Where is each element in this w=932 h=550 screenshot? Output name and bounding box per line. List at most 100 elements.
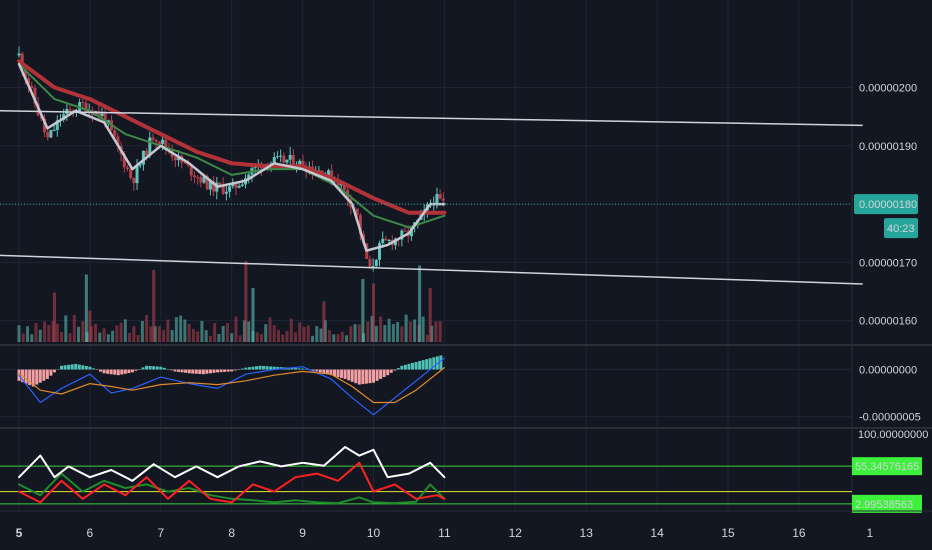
macd-histogram-bar: [212, 369, 216, 373]
macd-histogram-bar: [116, 369, 120, 376]
candle-body: [291, 154, 295, 168]
volume-bar: [94, 323, 98, 342]
macd-histogram-bar: [162, 367, 166, 370]
macd-histogram-bar: [400, 365, 404, 370]
macd-histogram-bar: [56, 369, 60, 370]
macd-histogram-bar: [301, 368, 305, 370]
macd-histogram-bar: [155, 366, 159, 370]
macd-histogram-bar: [194, 369, 198, 374]
date-tick-label: 14: [650, 526, 664, 540]
macd-histogram-bar: [354, 369, 358, 384]
macd-histogram-bar: [325, 369, 329, 375]
volume-bar: [60, 332, 64, 342]
macd-histogram-bar: [173, 369, 177, 372]
ma-fast-line: [17, 62, 446, 252]
candle-body: [224, 191, 228, 194]
oscillator-green-line: [18, 472, 446, 505]
macd-histogram-bar: [84, 366, 88, 370]
macd-histogram-bar: [428, 358, 432, 370]
grid-lines: [0, 0, 932, 510]
macd-histogram-bar: [49, 369, 53, 376]
candle-body: [27, 78, 31, 86]
volume-bar: [234, 316, 238, 342]
volume-bar: [404, 314, 408, 342]
candle-body: [355, 208, 359, 215]
oscillator-pane[interactable]: [0, 446, 852, 505]
candle-body: [148, 137, 152, 156]
candle-body: [49, 130, 53, 138]
macd-histogram-bar: [201, 369, 205, 375]
volume-bar: [281, 334, 285, 342]
date-tick-label: 11: [438, 526, 451, 540]
volume-bar: [391, 324, 395, 342]
candle-body: [132, 178, 136, 184]
volume-bar: [26, 326, 30, 342]
macd-histogram-bar: [403, 364, 407, 370]
date-tick-label: 6: [87, 526, 94, 540]
candle-body: [403, 230, 407, 232]
candle-body: [68, 109, 72, 111]
volume-bar: [81, 321, 85, 342]
date-tick-label: 15: [721, 526, 735, 540]
volume-bar: [285, 330, 289, 342]
trendline[interactable]: [0, 254, 863, 285]
volume-bar: [17, 325, 21, 342]
macd-histogram-bar: [63, 365, 67, 370]
macd-histogram-bar: [113, 369, 117, 375]
macd-histogram-bar: [74, 363, 78, 370]
candle-body: [113, 130, 117, 137]
macd-histogram-bar: [152, 366, 156, 370]
macd-histogram-bar: [439, 355, 443, 370]
volume-bar: [213, 323, 217, 342]
price-pane[interactable]: [0, 46, 863, 342]
volume-bar: [434, 321, 438, 342]
volume-bar: [238, 335, 242, 342]
volume-bar: [264, 324, 268, 342]
volume-bar: [421, 316, 425, 342]
macd-histogram-bar: [361, 369, 365, 385]
candle-body: [371, 266, 375, 268]
volume-bar: [47, 325, 51, 342]
macd-histogram-bar: [99, 369, 103, 372]
macd-histogram-bar: [418, 361, 422, 370]
volume-bar: [132, 326, 136, 342]
candle-body: [358, 214, 362, 235]
time-axis[interactable]: 5 6 7 8 9 10 11 12 13 14 15 16 1: [0, 510, 932, 540]
volume-bar: [306, 325, 310, 342]
candle-body: [247, 174, 251, 179]
macd-histogram-bar: [77, 364, 81, 370]
macd-histogram-bar: [130, 369, 134, 373]
macd-histogram-bar: [272, 366, 276, 370]
macd-pane[interactable]: [17, 355, 445, 416]
macd-histogram-bar: [60, 365, 64, 370]
trendline[interactable]: [0, 110, 863, 127]
date-tick-label: 12: [509, 526, 523, 540]
macd-histogram-bar: [177, 369, 181, 372]
macd-histogram-bar: [315, 369, 319, 372]
volume-bar: [98, 332, 102, 342]
macd-histogram-bar: [258, 365, 262, 370]
volume-bar: [400, 326, 404, 342]
macd-histogram-bar: [311, 369, 315, 371]
volume-bar: [157, 326, 161, 342]
macd-histogram-bar: [223, 369, 227, 372]
volume-bar: [366, 321, 370, 342]
date-tick-label: 9: [299, 526, 306, 540]
date-tick-label: 10: [367, 526, 381, 540]
macd-histogram-bar: [198, 369, 202, 374]
macd-histogram-bar: [407, 363, 411, 370]
volume-bar: [396, 322, 400, 342]
price-axis[interactable]: 0.00000200 0.00000190 0.00000180 0.00000170…: [852, 82, 928, 513]
macd-histogram-bar: [350, 369, 354, 382]
candle-body: [55, 120, 59, 130]
oscillator-white-line: [18, 446, 446, 482]
volume-bar: [43, 321, 47, 342]
macd-histogram-bar: [134, 369, 138, 371]
macd-histogram-bar: [265, 366, 269, 370]
volume-spike: [418, 265, 422, 342]
macd-histogram-bar: [347, 369, 351, 381]
candle-body: [94, 111, 98, 116]
volume-bar: [379, 316, 383, 342]
macd-histogram-bar: [120, 369, 124, 375]
